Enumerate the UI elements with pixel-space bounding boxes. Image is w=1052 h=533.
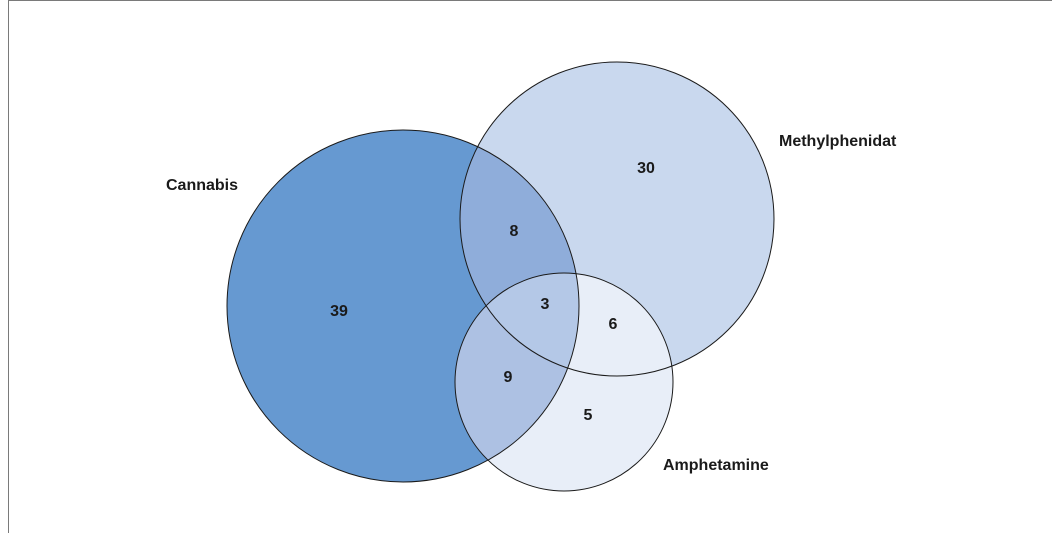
methylphenidat-only-count: 30 — [637, 160, 655, 177]
cannabis-only-count: 39 — [330, 303, 348, 320]
amphetamine-outline — [454, 272, 674, 492]
amphetamine-label: Amphetamine — [663, 457, 769, 474]
amphetamine-only-count: 5 — [584, 407, 593, 424]
methylphenidat-outline — [459, 61, 775, 377]
methylphenidat-label: Methylphenidat — [779, 133, 897, 150]
cannabis-outline — [226, 129, 580, 483]
all-three-overlap — [460, 273, 579, 376]
methylphenidat-amphetamine-count: 6 — [609, 316, 618, 333]
cannabis-label: Cannabis — [166, 177, 238, 194]
cannabis-amphetamine-count: 9 — [504, 369, 513, 386]
cannabis-methylphenidat-count: 8 — [510, 223, 519, 240]
all-three-count: 3 — [541, 296, 550, 313]
